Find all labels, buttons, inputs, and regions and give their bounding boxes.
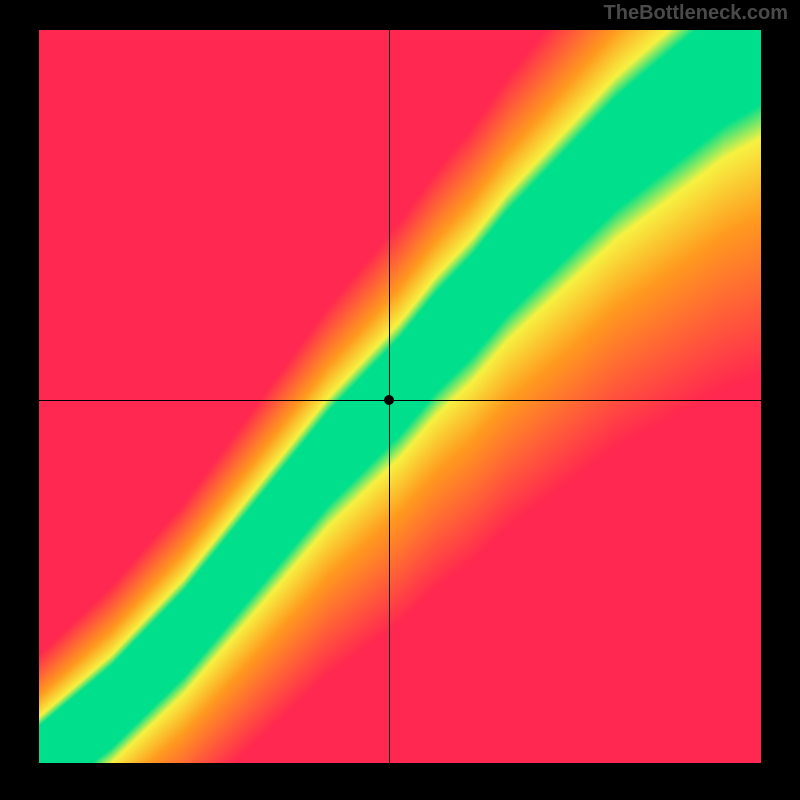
crosshair-horizontal — [39, 400, 761, 401]
heatmap-plot — [39, 30, 761, 763]
heatmap-canvas — [39, 30, 761, 763]
chart-container: TheBottleneck.com — [0, 0, 800, 800]
watermark-text: TheBottleneck.com — [604, 2, 788, 25]
marker-dot — [384, 395, 394, 405]
